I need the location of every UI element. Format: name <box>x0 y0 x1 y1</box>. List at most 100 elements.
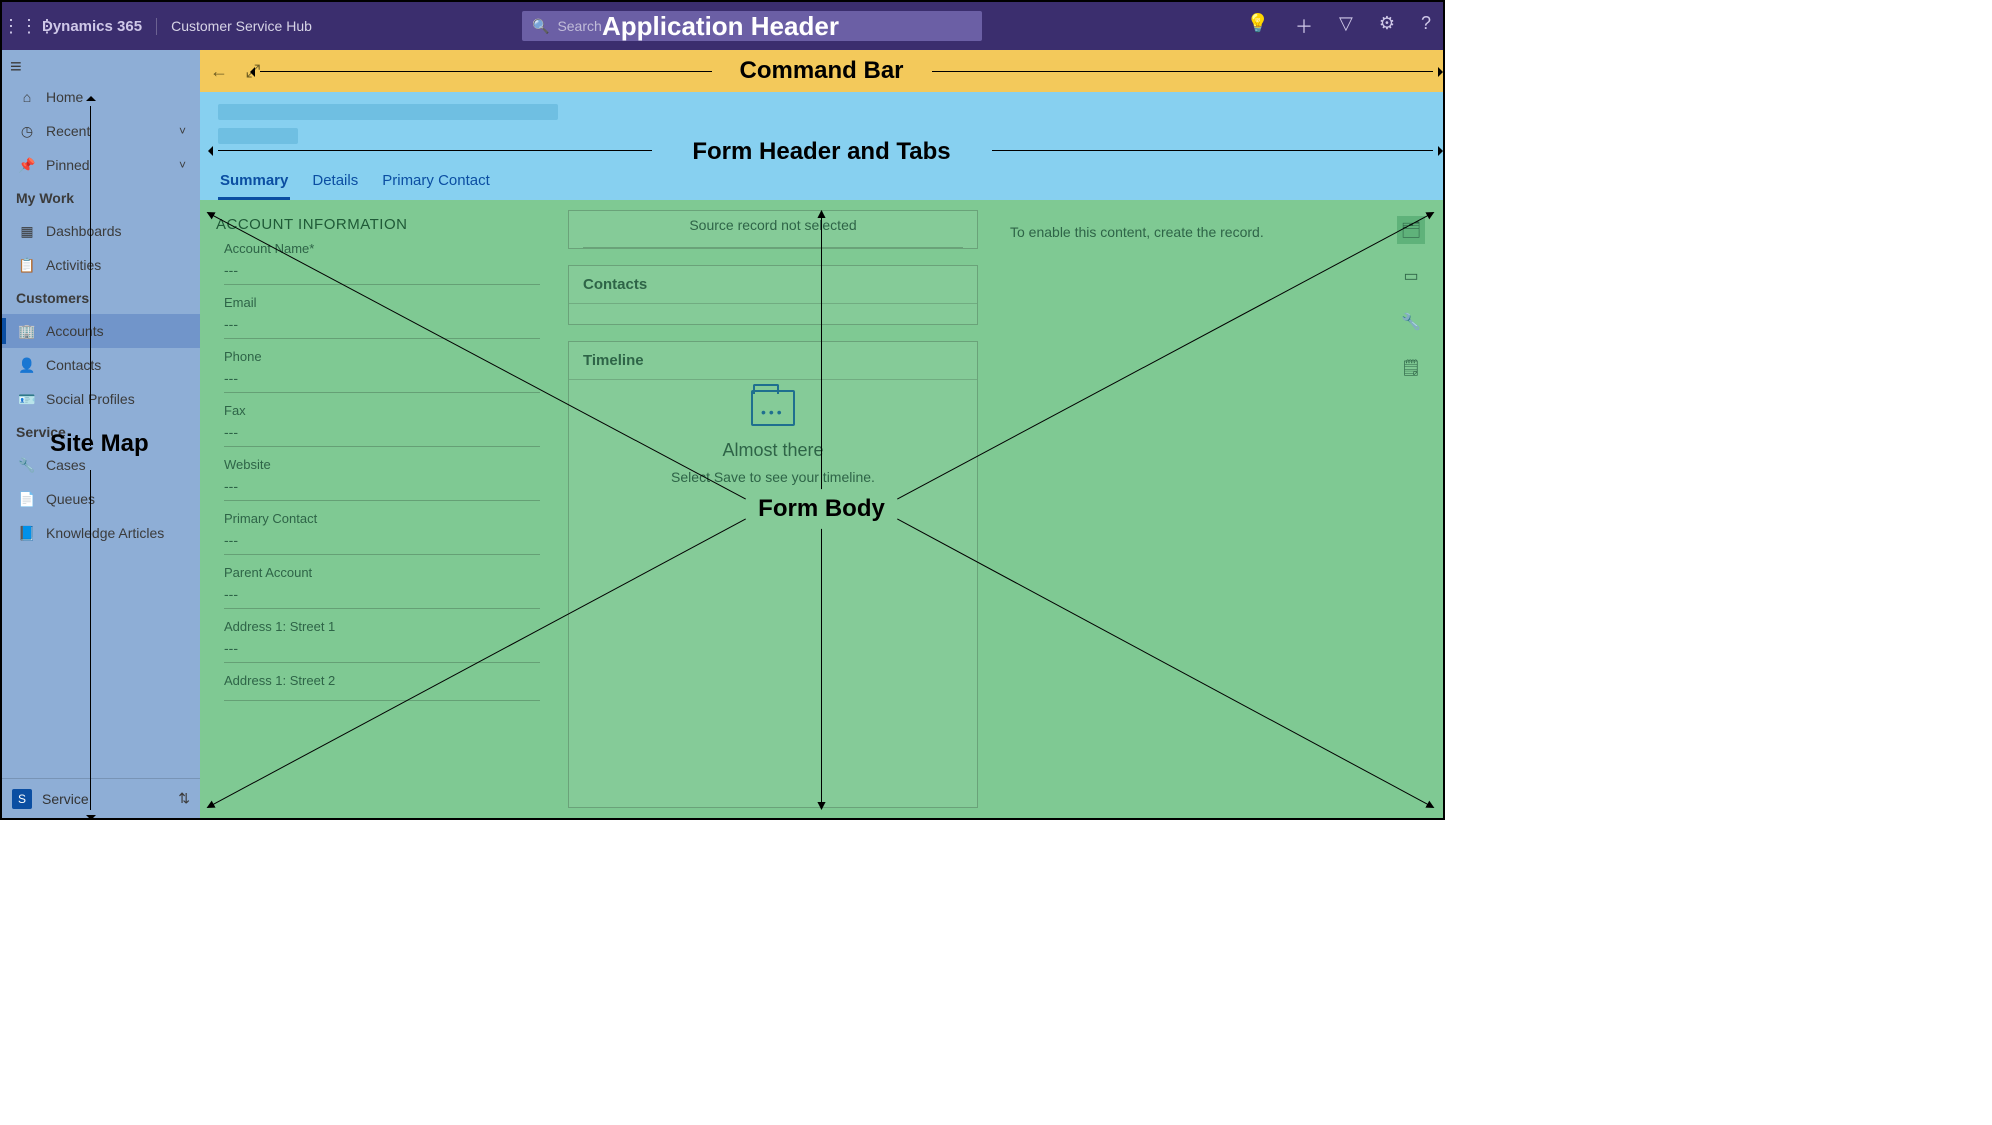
nav-group-mywork: My Work <box>2 182 200 214</box>
field-label: Account Name* <box>224 241 540 256</box>
field-value: --- <box>224 640 540 663</box>
rail-card-icon[interactable]: 🗂 <box>1397 216 1425 244</box>
form-field[interactable]: Phone --- <box>224 349 540 393</box>
form-field[interactable]: Fax--- <box>224 403 540 447</box>
clipboard-icon: 📋 <box>16 257 38 274</box>
lightbulb-icon[interactable]: 💡 <box>1247 13 1269 39</box>
app-name-label: Customer Service Hub <box>171 18 312 34</box>
annotation-command-bar: Command Bar <box>739 57 903 85</box>
annotation-form-body: Form Body <box>752 495 891 523</box>
content-area: ← ⤢ Command Bar Form Header and Tabs Sum… <box>200 50 1443 818</box>
form-title-skeleton <box>218 104 558 120</box>
hamburger-icon[interactable]: ≡ <box>2 50 200 80</box>
nav-queues[interactable]: 📄 Queues <box>2 482 200 516</box>
field-label: Address 1: Street 2 <box>224 673 540 688</box>
timeline-empty-title: Almost there <box>583 440 963 461</box>
nav-social-profiles[interactable]: 🪪 Social Profiles <box>2 382 200 416</box>
book-icon: 📘 <box>16 525 38 542</box>
related-rail: 🗂 ▭ 🔧 🗒 <box>1391 210 1431 382</box>
field-label: Website <box>224 457 540 472</box>
home-icon: ⌂ <box>16 89 38 105</box>
wrench-icon: 🔧 <box>16 457 38 474</box>
add-icon[interactable]: ＋ <box>1295 13 1313 39</box>
annotation-arrow <box>90 470 91 810</box>
form-subtitle-skeleton <box>218 128 298 144</box>
nav-group-service: Service <box>2 416 200 448</box>
annotation-arrow <box>218 150 652 151</box>
form-header: Form Header and Tabs Summary Details Pri… <box>200 92 1443 200</box>
site-map: ≡ ⌂ Home ◷ Recent ˅ 📌 Pinned ˅ My Work ▦… <box>2 50 200 818</box>
account-info-title: ACCOUNT INFORMATION <box>216 216 552 233</box>
form-field[interactable]: Address 1: Street 2 <box>224 673 540 701</box>
timeline-panel: Timeline ••• Almost there Select Save to… <box>568 341 978 808</box>
brand-label: Dynamics 365 <box>42 18 157 35</box>
pin-icon: 📌 <box>16 157 38 174</box>
filter-icon[interactable]: ▽ <box>1339 13 1353 39</box>
field-label: Address 1: Street 1 <box>224 619 540 634</box>
field-label: Phone <box>224 349 540 364</box>
nav-recent[interactable]: ◷ Recent ˅ <box>2 114 200 148</box>
tab-primary-contact[interactable]: Primary Contact <box>380 164 492 200</box>
annotation-arrow <box>932 71 1434 72</box>
source-record-panel: Source record not selected <box>568 210 978 249</box>
nav-accounts[interactable]: 🏢 Accounts <box>2 314 200 348</box>
rail-wrench-icon[interactable]: 🔧 <box>1397 308 1425 336</box>
building-icon: 🏢 <box>16 323 38 340</box>
nav-contacts[interactable]: 👤 Contacts <box>2 348 200 382</box>
field-value: --- <box>224 370 540 393</box>
app-root: ⋮⋮⋮ Dynamics 365 Customer Service Hub 🔍 … <box>0 0 1445 820</box>
tab-summary[interactable]: Summary <box>218 164 290 200</box>
form-body: ACCOUNT INFORMATION Account Name*---Emai… <box>200 200 1443 818</box>
nav-activities[interactable]: 📋 Activities <box>2 248 200 282</box>
back-icon[interactable]: ← <box>210 61 228 82</box>
body-area: ≡ ⌂ Home ◷ Recent ˅ 📌 Pinned ˅ My Work ▦… <box>2 50 1443 818</box>
form-field[interactable]: Account Name*--- <box>224 241 540 285</box>
field-value <box>224 694 540 701</box>
timeline-empty-subtitle: Select Save to see your timeline. <box>583 469 963 485</box>
timeline-title: Timeline <box>569 342 977 380</box>
form-tabs: Summary Details Primary Contact <box>218 164 492 200</box>
field-value: --- <box>224 586 540 609</box>
related-msg: To enable this content, create the recor… <box>994 210 1431 254</box>
nav-home[interactable]: ⌂ Home <box>2 80 200 114</box>
search-icon: 🔍 <box>532 18 549 35</box>
help-icon[interactable]: ? <box>1421 13 1431 39</box>
column-related: To enable this content, create the recor… <box>994 210 1431 808</box>
id-icon: 🪪 <box>16 391 38 408</box>
area-tag: S <box>12 789 32 809</box>
form-field[interactable]: Email--- <box>224 295 540 339</box>
field-label: Primary Contact <box>224 511 540 526</box>
tab-details[interactable]: Details <box>310 164 360 200</box>
nav-cases[interactable]: 🔧 Cases <box>2 448 200 482</box>
nav-group-customers: Customers <box>2 282 200 314</box>
nav-dashboards[interactable]: ▦ Dashboards <box>2 214 200 248</box>
annotation-arrow <box>90 106 91 446</box>
search-input[interactable]: 🔍 Search <box>522 11 982 41</box>
folder-icon: ••• <box>751 390 795 426</box>
rail-window-icon[interactable]: ▭ <box>1397 262 1425 290</box>
rail-note-icon[interactable]: 🗒 <box>1397 354 1425 382</box>
annotation-arrow <box>260 71 712 72</box>
gear-icon[interactable]: ⚙ <box>1379 13 1395 39</box>
form-field[interactable]: Address 1: Street 1 --- <box>224 619 540 663</box>
form-field[interactable]: Website --- <box>224 457 540 501</box>
column-account-info: ACCOUNT INFORMATION Account Name*---Emai… <box>212 210 552 808</box>
field-label: Parent Account <box>224 565 540 580</box>
form-field[interactable]: Primary Contact--- <box>224 511 540 555</box>
nav-pinned[interactable]: 📌 Pinned ˅ <box>2 148 200 182</box>
field-label: Email <box>224 295 540 310</box>
command-bar: ← ⤢ Command Bar <box>200 50 1443 92</box>
chevron-down-icon: ˅ <box>179 124 186 138</box>
field-value: --- <box>224 478 540 501</box>
contacts-title: Contacts <box>569 266 977 304</box>
nav-recent-label: Recent <box>46 123 90 139</box>
nav-knowledge-articles[interactable]: 📘 Knowledge Articles <box>2 516 200 550</box>
area-label: Service <box>42 791 89 807</box>
field-label: Fax <box>224 403 540 418</box>
header-icon-tray: 💡 ＋ ▽ ⚙ ? <box>1247 13 1431 39</box>
area-switcher[interactable]: S Service ⇅ <box>2 778 200 818</box>
form-field[interactable]: Parent Account --- <box>224 565 540 609</box>
waffle-icon[interactable]: ⋮⋮⋮ <box>2 16 42 37</box>
search-placeholder: Search <box>557 18 601 34</box>
dashboard-icon: ▦ <box>16 223 38 240</box>
